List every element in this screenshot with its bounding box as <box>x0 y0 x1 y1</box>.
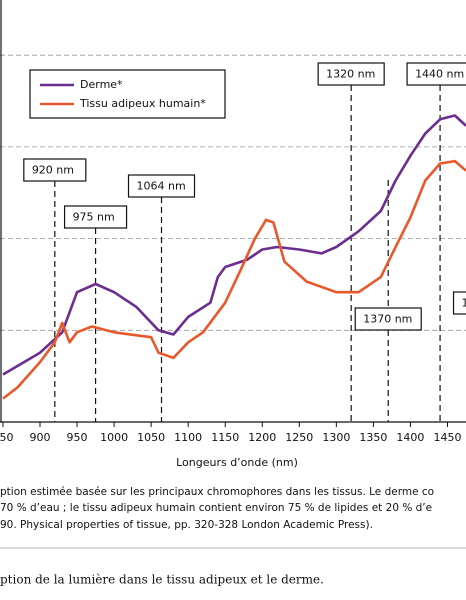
legend-label: Derme* <box>80 78 123 91</box>
annotation-box <box>317 62 385 86</box>
x-tick-label: 1200 <box>248 431 276 444</box>
annotation-box <box>23 158 87 182</box>
x-tick-label: 1000 <box>100 431 128 444</box>
x-tick-label: 1100 <box>174 431 202 444</box>
annotation-box <box>406 62 466 86</box>
line <box>2 159 466 400</box>
x-tick-label: 1150 <box>211 431 239 444</box>
annotation-label: 1320 nm <box>326 68 375 81</box>
annotation-label: 1370 nm <box>363 313 412 326</box>
x-axis-label: Longeurs d’onde (nm) <box>176 456 298 469</box>
caption-line: ption estimée basée sur les principaux c… <box>0 486 434 498</box>
figure-title: ption de la lumière dans le tissu adipeu… <box>0 573 324 587</box>
legend-label: Tissu adipeux humain* <box>79 97 206 110</box>
annotation-label: 1064 nm <box>137 180 186 193</box>
x-tick-label: 1300 <box>322 431 350 444</box>
x-tick-label: 900 <box>30 431 51 444</box>
annotation-label: 975 nm <box>73 211 115 224</box>
line <box>2 114 466 376</box>
x-tick-label: 1350 <box>359 431 387 444</box>
annotation-label: 1440 nm <box>415 68 464 81</box>
annotation-label: 1 <box>462 297 466 310</box>
annotation-box <box>354 307 422 331</box>
annotation-box <box>127 174 196 198</box>
x-tick-label: 850 <box>0 431 13 444</box>
x-tick-label: 1250 <box>285 431 313 444</box>
x-tick-label: 1400 <box>396 431 424 444</box>
legend-box <box>29 69 226 119</box>
caption-line: 90. Physical properties of tissue, pp. 3… <box>0 519 373 531</box>
x-tick-label: 950 <box>67 431 88 444</box>
x-tick-label: 1050 <box>137 431 165 444</box>
annotation-box <box>63 205 128 229</box>
annotation-label: 920 nm <box>32 164 74 177</box>
annotation-box <box>452 291 466 315</box>
caption-line: 70 % d’eau ; le tissu adipeux humain con… <box>0 502 432 514</box>
x-tick-label: 1450 <box>433 431 461 444</box>
